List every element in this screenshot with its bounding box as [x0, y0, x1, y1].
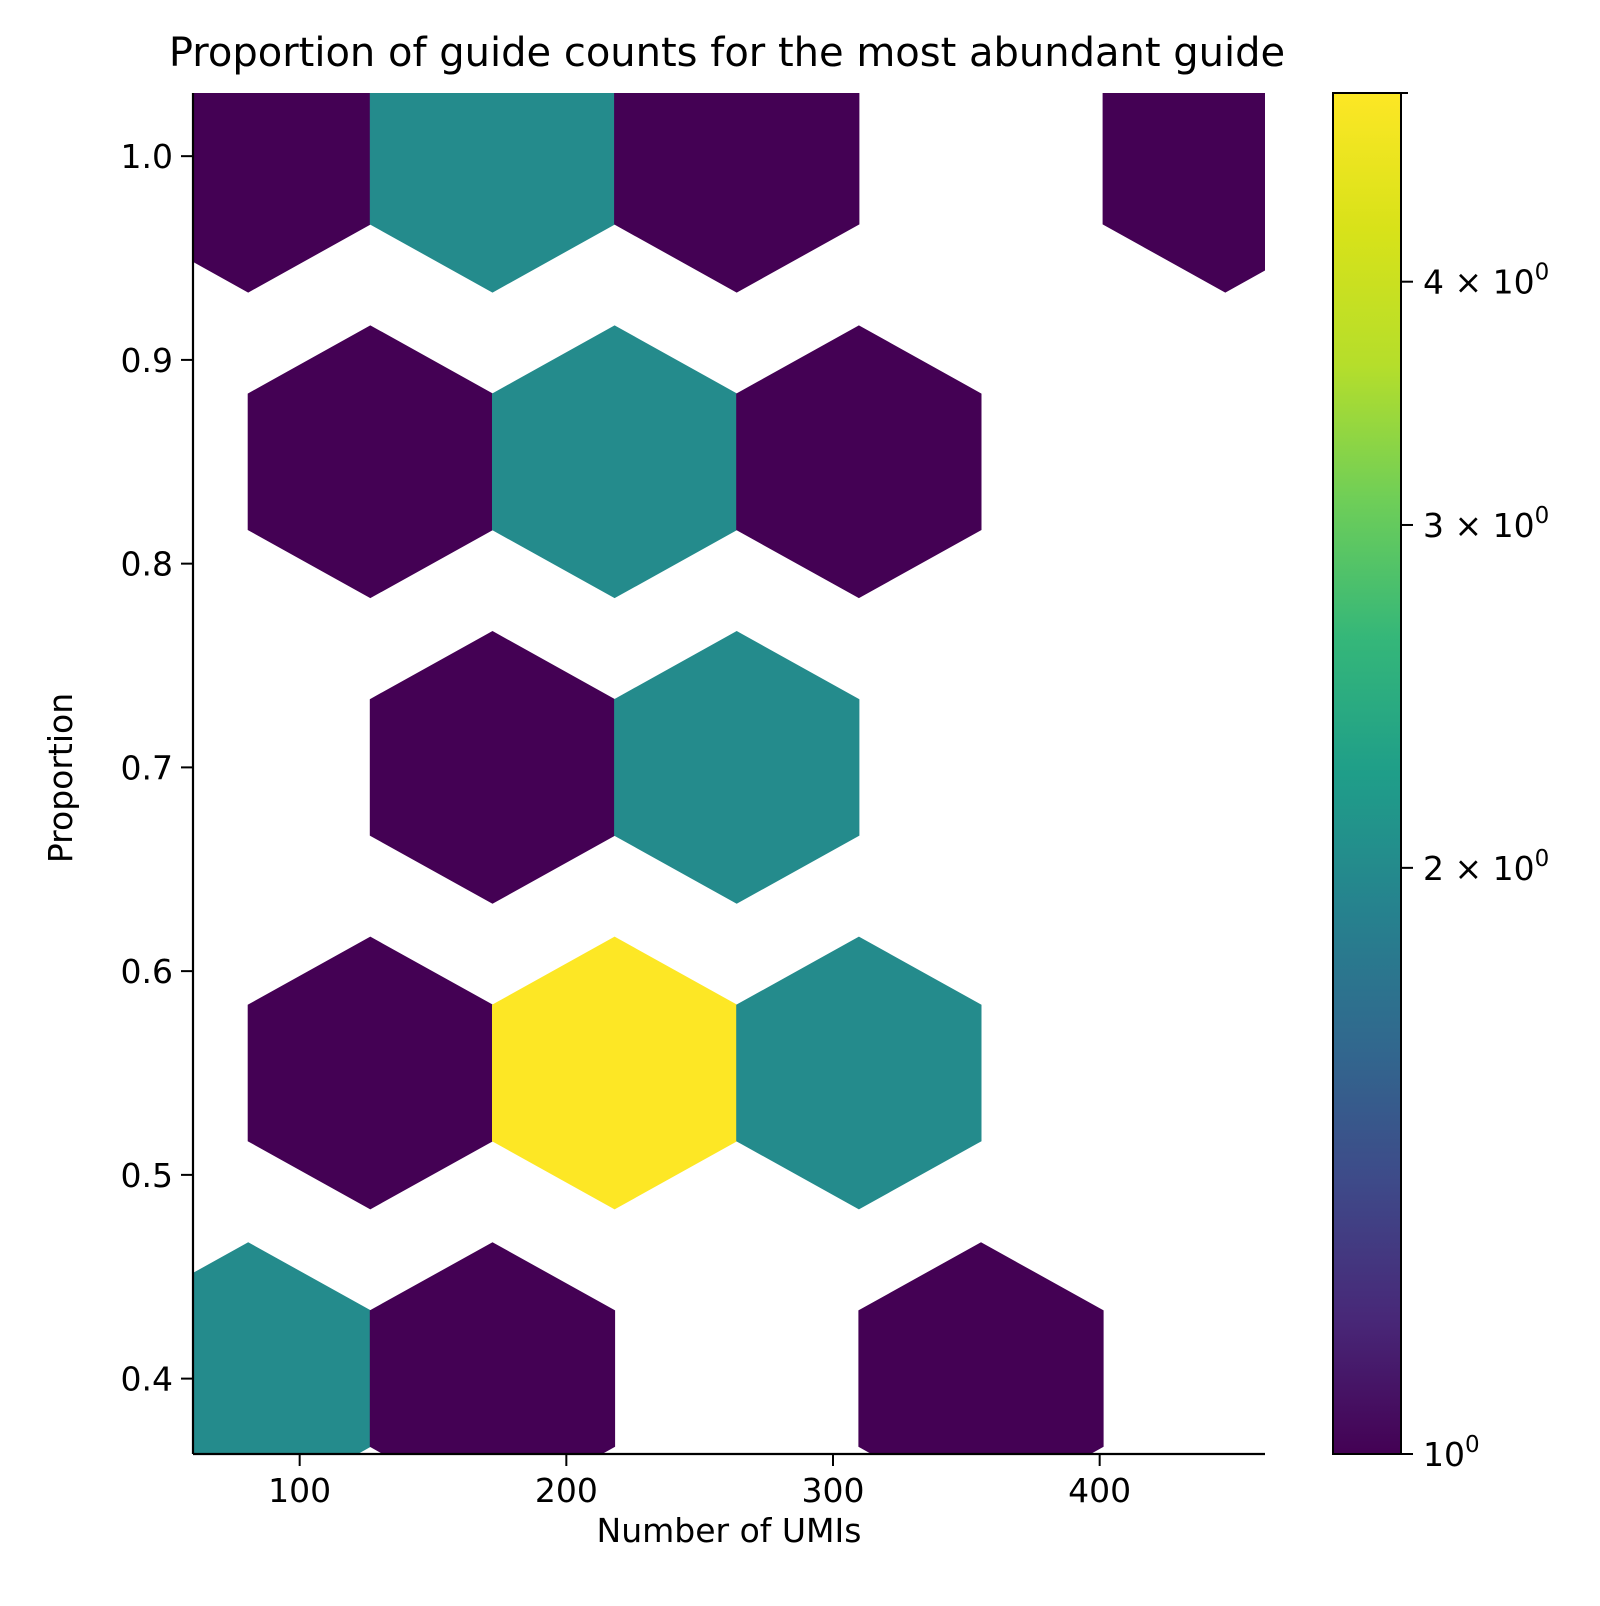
colorbar-frame [1332, 92, 1402, 1455]
hex-cell [369, 631, 616, 904]
hex-cell [736, 936, 982, 1210]
y-tick-label: 1.0 [121, 137, 173, 176]
colorbar: 100 2 × 100 3 × 100 4 × 100 [1332, 92, 1549, 1474]
y-ticks: 0.4 0.5 0.6 0.7 0.8 0.9 1.0 [121, 137, 193, 1399]
x-tick-label: 100 [268, 1471, 331, 1510]
hex-cell [492, 325, 738, 599]
chart-title: Proportion of guide counts for the most … [169, 30, 1285, 76]
hex-cell [1102, 93, 1265, 293]
y-tick-label: 0.4 [121, 1360, 173, 1399]
hex-cell [369, 1242, 616, 1454]
x-ticks: 100 200 300 400 [268, 1454, 1131, 1510]
x-tick-label: 200 [535, 1471, 598, 1510]
hex-cell [193, 93, 371, 293]
colorbar-tick-label: 4 × 100 [1423, 260, 1549, 302]
y-axis-label: Proportion [41, 693, 80, 863]
hex-cell [736, 325, 982, 599]
y-tick-label: 0.7 [121, 748, 173, 787]
y-tick-label: 0.5 [121, 1156, 173, 1195]
y-tick-label: 0.6 [121, 952, 173, 991]
x-tick-label: 400 [1068, 1471, 1131, 1510]
hex-cell [614, 631, 860, 904]
hex-cell [614, 93, 860, 293]
x-axis-label: Number of UMIs [597, 1511, 862, 1550]
hex-cell [369, 93, 616, 293]
axes [191, 93, 1265, 1456]
hex-cell [858, 1242, 1104, 1454]
colorbar-tick-label: 2 × 100 [1423, 846, 1549, 888]
hex-cell [247, 936, 493, 1210]
colorbar-gradient [1333, 93, 1401, 1454]
colorbar-tick-label: 3 × 100 [1423, 503, 1549, 545]
x-tick-label: 300 [802, 1471, 865, 1510]
hex-cell [247, 325, 493, 599]
y-tick-label: 0.8 [121, 545, 173, 584]
hexbin-cells [193, 93, 1265, 1454]
colorbar-ticks: 100 2 × 100 3 × 100 4 × 100 [1401, 92, 1549, 1474]
hex-cell [492, 936, 738, 1210]
colorbar-tick-label: 100 [1423, 1432, 1480, 1474]
y-tick-label: 0.9 [121, 341, 173, 380]
